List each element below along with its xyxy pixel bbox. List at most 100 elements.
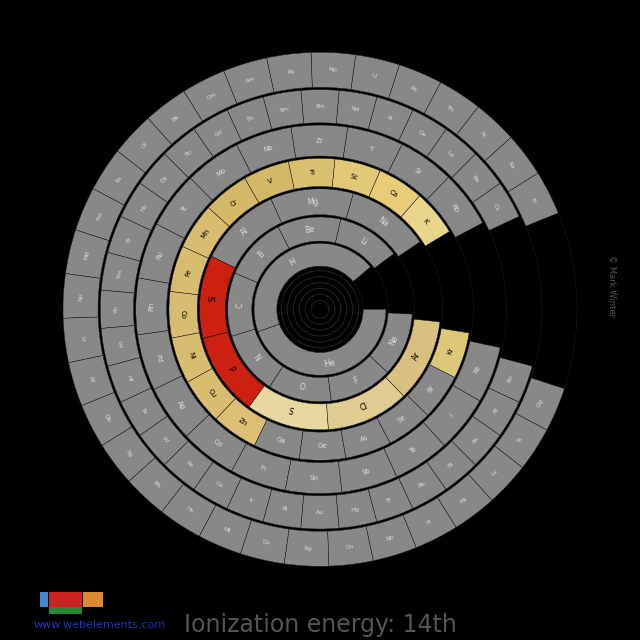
Wedge shape: [169, 291, 200, 338]
Wedge shape: [271, 189, 353, 223]
Wedge shape: [140, 416, 188, 465]
Wedge shape: [516, 378, 564, 430]
Text: In: In: [259, 464, 267, 472]
Text: Sc: Sc: [349, 173, 359, 180]
Text: Fe: Fe: [184, 268, 192, 277]
Text: Ar: Ar: [411, 351, 422, 362]
Wedge shape: [369, 171, 419, 217]
Wedge shape: [254, 243, 371, 332]
Wedge shape: [82, 392, 132, 445]
Wedge shape: [148, 92, 202, 145]
Text: Br: Br: [427, 384, 436, 394]
Wedge shape: [244, 162, 294, 203]
Wedge shape: [209, 179, 259, 227]
Wedge shape: [138, 224, 184, 284]
Wedge shape: [399, 462, 446, 508]
Text: Ba: Ba: [471, 174, 480, 184]
Wedge shape: [370, 313, 412, 372]
Text: Tc: Tc: [180, 205, 189, 214]
Text: S: S: [287, 408, 294, 418]
Wedge shape: [388, 145, 449, 200]
Text: Y: Y: [368, 145, 374, 152]
Wedge shape: [68, 355, 114, 406]
Text: O: O: [298, 383, 306, 392]
Text: Ru: Ru: [156, 250, 164, 260]
Wedge shape: [368, 478, 413, 522]
Text: La: La: [446, 149, 455, 158]
Wedge shape: [336, 490, 377, 528]
Text: Pr: Pr: [386, 115, 393, 122]
Wedge shape: [249, 386, 328, 430]
Wedge shape: [384, 422, 444, 477]
Text: Sr: Sr: [413, 167, 422, 176]
Text: V: V: [268, 178, 274, 185]
Text: B: B: [256, 250, 266, 259]
Wedge shape: [427, 441, 476, 489]
Wedge shape: [121, 388, 167, 435]
Bar: [49, 607, 82, 614]
Wedge shape: [102, 427, 155, 481]
Wedge shape: [227, 97, 272, 140]
Wedge shape: [191, 145, 251, 200]
Text: Co: Co: [180, 310, 186, 319]
Wedge shape: [237, 127, 296, 173]
Text: Cn: Cn: [345, 544, 354, 550]
Text: Yb: Yb: [115, 305, 120, 313]
Wedge shape: [285, 460, 342, 493]
Wedge shape: [339, 449, 397, 492]
Text: Sb: Sb: [361, 468, 371, 476]
Wedge shape: [427, 129, 476, 177]
Text: Cd: Cd: [212, 438, 223, 448]
Text: Ds: Ds: [262, 540, 271, 546]
Text: Rh: Rh: [148, 302, 154, 311]
Text: Hg: Hg: [351, 506, 360, 513]
Text: Ra: Ra: [507, 161, 516, 170]
Text: © Mark Winter: © Mark Winter: [607, 255, 616, 317]
Wedge shape: [301, 90, 339, 124]
Wedge shape: [121, 183, 167, 230]
Wedge shape: [170, 246, 208, 295]
Text: Db: Db: [102, 413, 111, 423]
Text: Ionization energy: 14th: Ionization energy: 14th: [184, 613, 456, 637]
Wedge shape: [136, 278, 169, 335]
Wedge shape: [157, 179, 212, 238]
Text: Pt: Pt: [282, 506, 288, 512]
Text: Pb: Pb: [417, 481, 426, 489]
Wedge shape: [101, 326, 140, 366]
Text: Hf: Hf: [125, 374, 132, 383]
Wedge shape: [258, 309, 386, 375]
Text: Mt: Mt: [222, 526, 231, 534]
Wedge shape: [224, 58, 274, 104]
Wedge shape: [172, 333, 212, 382]
Wedge shape: [386, 319, 440, 396]
Wedge shape: [377, 396, 428, 443]
Wedge shape: [188, 369, 236, 419]
Wedge shape: [424, 83, 478, 134]
Wedge shape: [311, 52, 356, 90]
Wedge shape: [241, 520, 289, 564]
Text: Zn: Zn: [237, 417, 248, 427]
Wedge shape: [63, 273, 100, 318]
Wedge shape: [388, 65, 441, 113]
Text: Gd: Gd: [213, 129, 223, 138]
Text: Th: Th: [446, 104, 455, 113]
Wedge shape: [108, 358, 151, 402]
Text: Ac: Ac: [479, 130, 488, 139]
Wedge shape: [288, 158, 335, 189]
Wedge shape: [186, 415, 246, 471]
Wedge shape: [164, 129, 213, 177]
Wedge shape: [485, 138, 538, 191]
Wedge shape: [63, 317, 103, 363]
Wedge shape: [343, 127, 402, 172]
Text: Sg: Sg: [124, 449, 133, 458]
Wedge shape: [101, 252, 140, 293]
Text: Bi: Bi: [447, 461, 454, 468]
Text: Be: Be: [305, 225, 316, 235]
Text: Lr: Lr: [79, 335, 85, 342]
Wedge shape: [291, 125, 348, 158]
Wedge shape: [399, 110, 446, 157]
Text: Cu: Cu: [207, 387, 217, 399]
Wedge shape: [100, 290, 134, 328]
Text: Sm: Sm: [280, 106, 290, 113]
Wedge shape: [182, 207, 229, 259]
